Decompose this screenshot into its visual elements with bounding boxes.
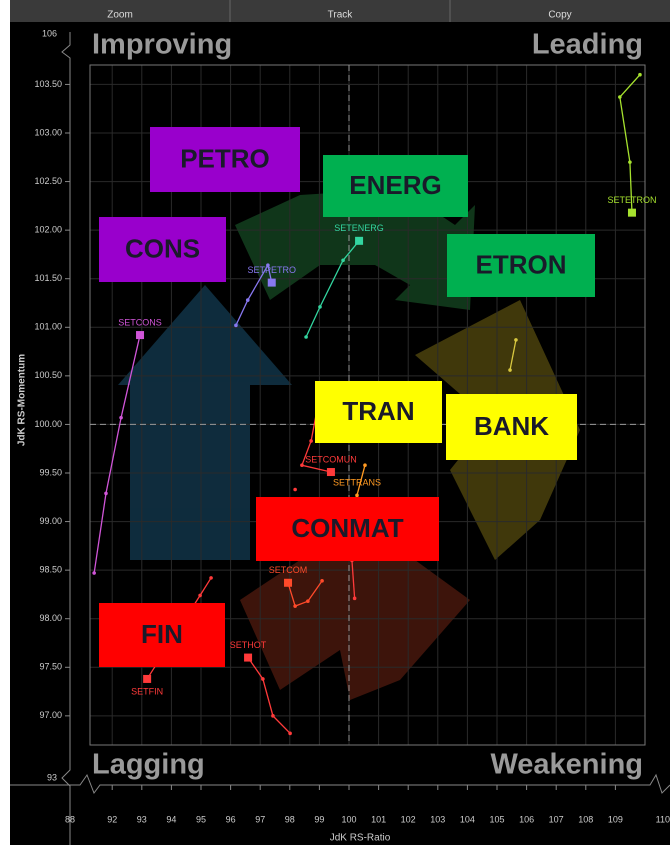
sector-label: TRAN [342, 396, 414, 426]
x-tick-label: 102 [401, 814, 416, 824]
head-marker [143, 675, 151, 683]
x-break-label: 88 [65, 814, 75, 824]
x-tick-label: 104 [460, 814, 475, 824]
trail-point [304, 335, 308, 339]
x-tick-label: 105 [489, 814, 504, 824]
trail-point [628, 160, 632, 164]
trail-point [300, 463, 304, 467]
head-marker [244, 654, 252, 662]
trail-point [514, 338, 518, 342]
y-tick-label: 99.00 [39, 516, 62, 526]
x-tick-label: 109 [608, 814, 623, 824]
y-break-label: 93 [47, 772, 57, 782]
trail-point [261, 677, 265, 681]
trail-point [353, 597, 357, 601]
trail-point [293, 488, 297, 492]
sector-label: FIN [141, 619, 183, 649]
track-button[interactable]: Track [328, 10, 354, 21]
x-tick-label: 107 [549, 814, 564, 824]
page: Zoom Track Copy Improving Leading Laggin… [0, 0, 670, 845]
series-label: SETTRANS [333, 478, 381, 488]
series-label: SETCOMUN [305, 454, 357, 464]
series-label: SETFIN [131, 686, 163, 696]
y-tick-label: 97.00 [39, 710, 62, 720]
x-tick-label: 93 [137, 814, 147, 824]
trail-point [104, 492, 108, 496]
x-tick-label: 97 [255, 814, 265, 824]
head-marker [628, 209, 636, 217]
trail-point [363, 463, 367, 467]
x-tick-label: 95 [196, 814, 206, 824]
series-label: SETETRON [607, 195, 656, 205]
x-tick-label: 92 [107, 814, 117, 824]
x-tick-label: 103 [430, 814, 445, 824]
x-tick-label: 100 [341, 814, 356, 824]
trail-point [355, 494, 359, 498]
series-label: SETPETRO [247, 265, 296, 275]
quadrant-label: Leading [532, 29, 643, 61]
y-tick-label: 101.00 [34, 322, 62, 332]
trail-point [198, 594, 202, 598]
x-tick-label: 98 [285, 814, 295, 824]
quadrant-label: Weakening [490, 749, 643, 781]
y-tick-label: 98.00 [39, 613, 62, 623]
quadrant-label: Improving [92, 29, 232, 61]
x-break-label: 110 [656, 814, 670, 824]
y-tick-label: 100.50 [34, 370, 62, 380]
series-label: SETCONS [118, 317, 162, 327]
x-axis-title: JdK RS-Ratio [330, 833, 391, 844]
copy-button[interactable]: Copy [548, 10, 571, 21]
zoom-button[interactable]: Zoom [107, 10, 133, 21]
y-tick-label: 98.50 [39, 565, 62, 575]
trail-point [618, 95, 622, 99]
trail-point [92, 571, 96, 575]
trail-point [246, 298, 250, 302]
sector-label: CONMAT [291, 513, 403, 543]
head-marker [284, 579, 292, 587]
y-tick-label: 101.50 [34, 273, 62, 283]
quadrant-label: Lagging [92, 749, 205, 781]
trail-point [293, 604, 297, 608]
sector-label: ETRON [476, 249, 567, 279]
sector-label: BANK [474, 411, 549, 441]
trail-point [209, 576, 213, 580]
trail-point [271, 714, 275, 718]
head-marker [327, 468, 335, 476]
y-axis-title: JdK RS-Momentum [17, 354, 28, 446]
y-tick-label: 103.50 [34, 79, 62, 89]
y-break-label: 106 [42, 28, 57, 38]
trail-point [320, 579, 324, 583]
sector-label: CONS [125, 233, 200, 263]
trail-point [288, 732, 292, 736]
x-tick-label: 96 [226, 814, 236, 824]
x-tick-label: 101 [371, 814, 386, 824]
y-tick-label: 99.50 [39, 467, 62, 477]
trail-point [309, 439, 313, 443]
sector-label: PETRO [180, 143, 270, 173]
head-marker [268, 279, 276, 287]
head-marker [136, 331, 144, 339]
trail-point [306, 599, 310, 603]
y-tick-label: 102.50 [34, 176, 62, 186]
x-tick-label: 94 [166, 814, 176, 824]
y-tick-label: 103.00 [34, 127, 62, 137]
y-tick-label: 102.00 [34, 225, 62, 235]
head-marker [355, 237, 363, 245]
trail-point [318, 305, 322, 309]
trail-point [508, 368, 512, 372]
x-tick-label: 99 [314, 814, 324, 824]
y-tick-label: 97.50 [39, 662, 62, 672]
series-label: SETHOT [230, 640, 267, 650]
trail-point [119, 416, 123, 420]
trail-point [638, 73, 642, 77]
series-label: SETENERG [334, 223, 384, 233]
chart: Zoom Track Copy Improving Leading Laggin… [0, 0, 670, 845]
y-tick-label: 100.00 [34, 419, 62, 429]
x-tick-label: 108 [578, 814, 593, 824]
x-tick-label: 106 [519, 814, 534, 824]
series-label: SETCOM [269, 565, 308, 575]
trail-point [234, 324, 238, 328]
trail-point [341, 258, 345, 262]
sector-label: ENERG [349, 170, 441, 200]
